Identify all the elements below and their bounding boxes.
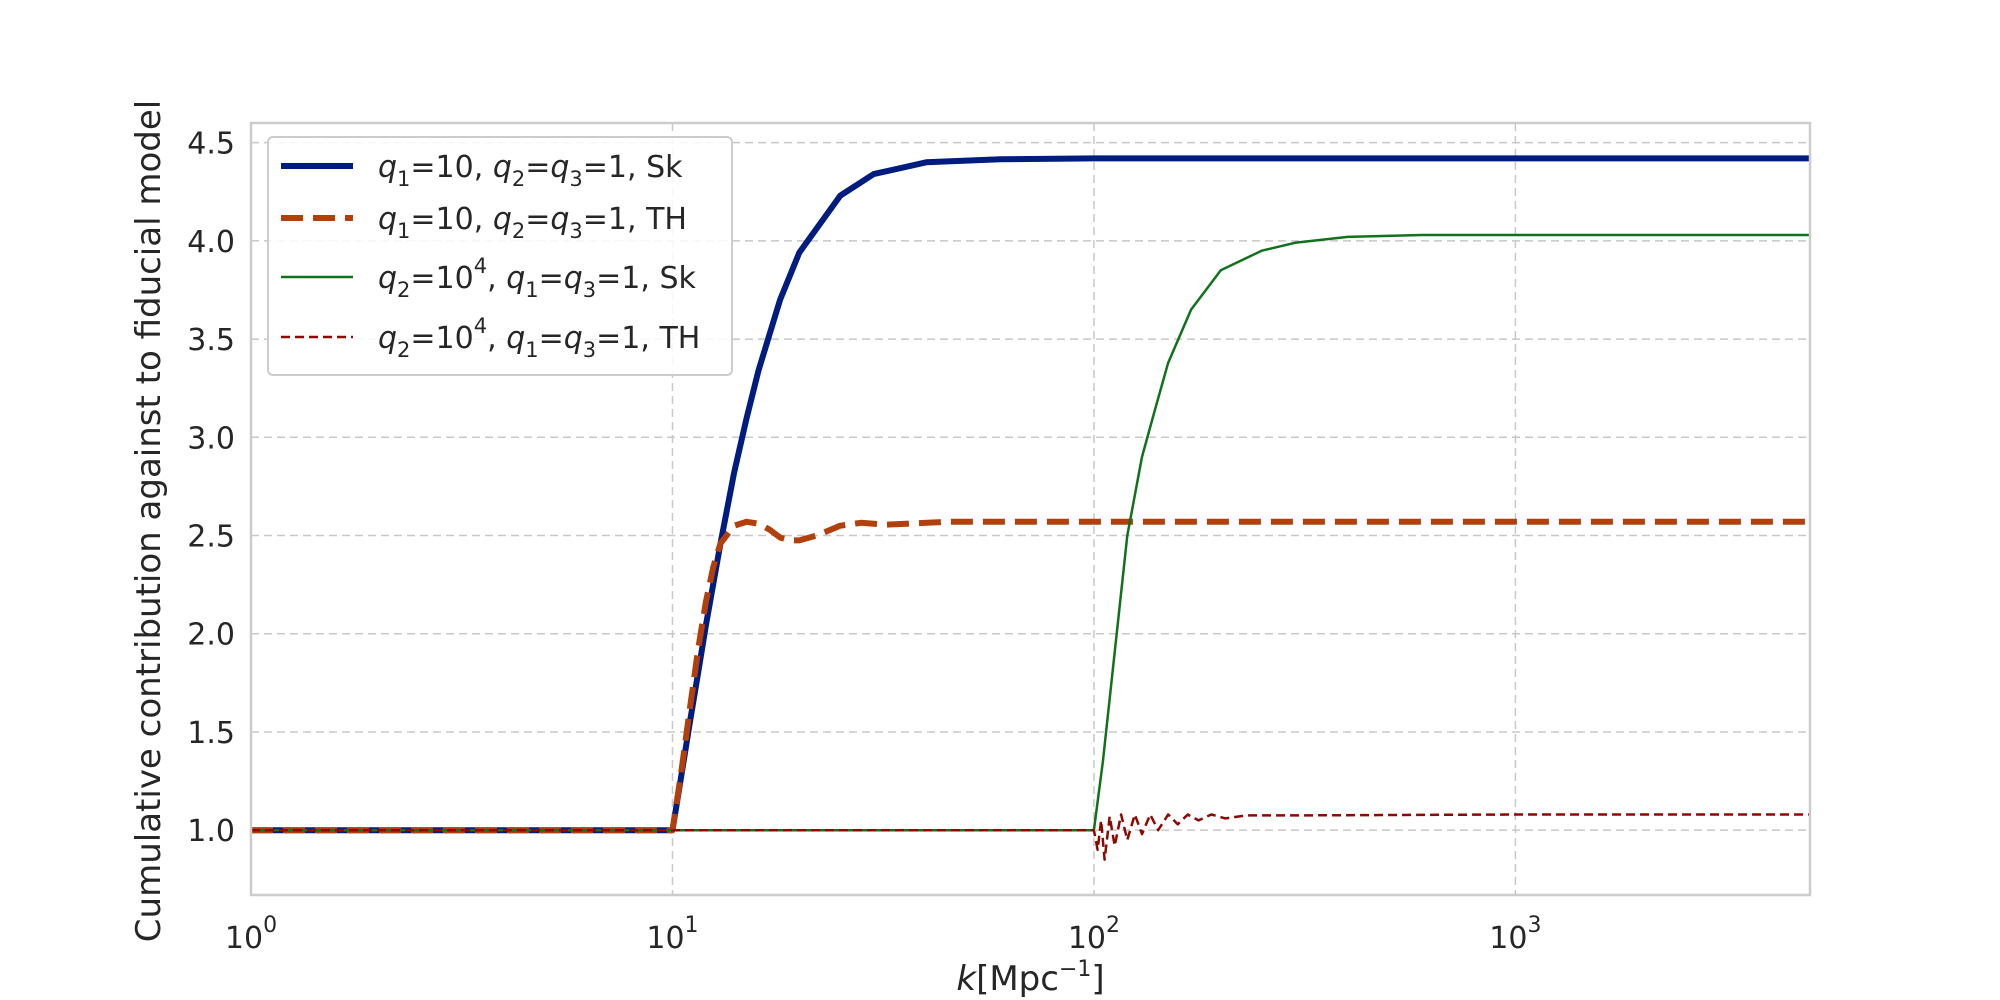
- x-tick-exponent: 2: [1106, 913, 1120, 938]
- legend-label-segment: q: [378, 261, 397, 296]
- legend-label-segment: q: [550, 150, 569, 185]
- x-tick-exponent: 3: [1527, 913, 1541, 938]
- legend-label-segment: q: [550, 202, 569, 237]
- x-axis-label-base: k: [956, 959, 977, 999]
- legend-label-segment: q: [506, 261, 525, 296]
- x-tick-base: 10: [646, 921, 684, 956]
- y-tick-label: 3.0: [187, 421, 235, 456]
- y-tick-label: 1.5: [187, 716, 235, 751]
- legend-label-segment: 1: [525, 338, 538, 362]
- legend-label-segment: q: [493, 150, 512, 185]
- x-axis-ticks: 100 101 102 103: [225, 913, 1542, 956]
- x-tick-label: 103: [1489, 913, 1541, 956]
- legend-label-segment: ,: [487, 261, 506, 296]
- legend-label-segment: =10: [410, 321, 473, 356]
- legend-label-segment: 1: [397, 219, 410, 243]
- plot-frame: [249, 121, 1812, 897]
- x-axis-label-close: ]: [1091, 959, 1104, 999]
- legend-label-segment: =10,: [410, 150, 492, 185]
- legend-label-segment: 2: [512, 219, 525, 243]
- legend-label-segment: =: [525, 202, 550, 237]
- legend-label-segment: 1: [397, 167, 410, 191]
- legend-label-segment: 4: [474, 314, 487, 338]
- y-axis-ticks: 1.0 1.5 2.0 2.5 3.0 3.5 4.0 4.5: [187, 127, 235, 850]
- legend-label-segment: 3: [583, 278, 596, 302]
- legend-label-segment: =1, Sk: [583, 150, 683, 185]
- series-line-s3: [251, 233, 1810, 832]
- legend-label-segment: q: [506, 321, 525, 356]
- legend-box: [267, 136, 733, 376]
- legend-label-segment: =1, Sk: [596, 261, 696, 296]
- legend-label-segment: 3: [583, 338, 596, 362]
- y-tick-label: 4.5: [187, 127, 235, 162]
- x-tick-label: 100: [225, 913, 277, 956]
- legend-label-segment: =: [539, 321, 564, 356]
- x-axis-label-exponent: −1: [1059, 957, 1091, 982]
- y-tick-label: 4.0: [187, 225, 235, 260]
- x-tick-base: 10: [1068, 921, 1106, 956]
- legend-label-segment: =: [525, 150, 550, 185]
- legend-label-segment: 3: [569, 219, 582, 243]
- legend-label-segment: 2: [512, 167, 525, 191]
- x-tick-base: 10: [1489, 921, 1527, 956]
- legend-label-segment: 1: [525, 278, 538, 302]
- legend-label-segment: q: [493, 202, 512, 237]
- x-tick-label: 102: [1068, 913, 1120, 956]
- legend-label-segment: q: [378, 150, 397, 185]
- legend-label-s2: q1=10, q2=q3=1, TH: [378, 202, 687, 243]
- x-tick-exponent: 1: [685, 913, 699, 938]
- legend-label-segment: 2: [397, 278, 410, 302]
- legend-label-segment: =1, TH: [596, 321, 700, 356]
- x-axis-label: k[Mpc−1]: [956, 957, 1104, 999]
- legend-label-segment: q: [378, 202, 397, 237]
- x-tick-exponent: 0: [263, 913, 277, 938]
- legend-label-s3: q2=104, q1=q3=1, Sk: [378, 254, 697, 302]
- series-line-s4: [251, 813, 1810, 861]
- x-tick-base: 10: [225, 921, 263, 956]
- legend-label-segment: q: [378, 321, 397, 356]
- legend-label-segment: =10,: [410, 202, 492, 237]
- legend-label-s1: q1=10, q2=q3=1, Sk: [378, 150, 683, 191]
- plot-area: [251, 155, 1810, 861]
- legend-label-segment: =: [539, 261, 564, 296]
- y-axis-label: Cumulative contribution against to fiduc…: [129, 100, 169, 942]
- x-tick-label: 101: [646, 913, 698, 956]
- legend-label-segment: 3: [569, 167, 582, 191]
- y-tick-label: 2.5: [187, 520, 235, 555]
- y-tick-label: 1.0: [187, 814, 235, 849]
- legend-label-segment: =10: [410, 261, 473, 296]
- y-tick-label: 2.0: [187, 618, 235, 653]
- legend-label-segment: q: [564, 261, 583, 296]
- legend-label-segment: q: [564, 321, 583, 356]
- y-tick-label: 3.5: [187, 323, 235, 358]
- x-axis-label-open: [Mpc: [976, 959, 1059, 999]
- legend-label-s4: q2=104, q1=q3=1, TH: [378, 314, 700, 362]
- legend-label-segment: ,: [487, 321, 506, 356]
- legend-label-segment: 2: [397, 338, 410, 362]
- legend-label-segment: =1, TH: [583, 202, 687, 237]
- series-line-s2: [251, 518, 1810, 834]
- legend-label-segment: 4: [474, 254, 487, 278]
